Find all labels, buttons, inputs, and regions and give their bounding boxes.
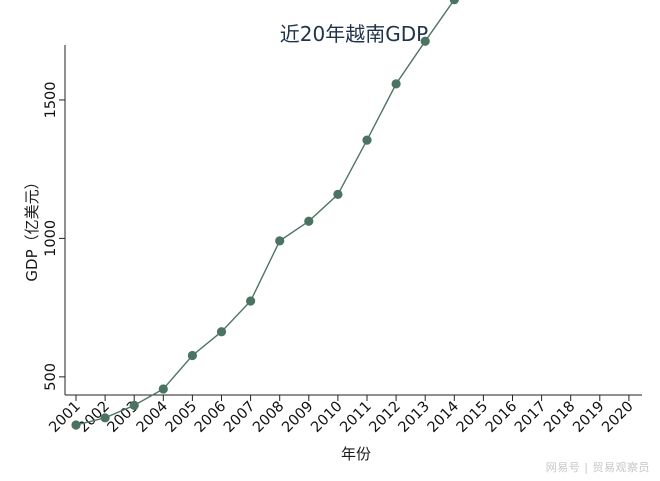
data-point-2013 — [420, 36, 430, 46]
data-point-2010 — [333, 189, 343, 199]
chart-title: 近20年越南GDP — [280, 22, 428, 46]
x-tick-label-2014: 2014 — [425, 399, 462, 436]
plot-area: 5001000150020002500200120022003200420052… — [43, 0, 642, 436]
gdp-series-line — [75, 0, 456, 426]
data-point-2002 — [100, 413, 110, 423]
x-tick-label-2013: 2013 — [396, 399, 433, 436]
y-tick-label-1500: 1500 — [43, 81, 59, 118]
x-tick-label-2015: 2015 — [454, 399, 491, 436]
y-tick-label-1000: 1000 — [43, 220, 59, 257]
data-point-2011 — [362, 135, 372, 145]
data-point-2006 — [216, 327, 227, 337]
data-point-2003 — [129, 400, 139, 410]
x-tick-label-2018: 2018 — [541, 399, 578, 436]
x-tick-label-2019: 2019 — [570, 399, 607, 436]
x-tick-label-2005: 2005 — [163, 399, 200, 436]
data-point-2004 — [158, 384, 168, 394]
data-point-2007 — [246, 296, 256, 306]
x-tick-label-2010: 2010 — [308, 399, 345, 436]
x-tick-label-2016: 2016 — [483, 399, 520, 436]
x-tick-label-2004: 2004 — [134, 399, 171, 436]
data-point-2008 — [275, 236, 285, 246]
x-tick-label-2008: 2008 — [250, 399, 287, 436]
data-point-2009 — [304, 216, 314, 226]
x-tick-label-2001: 2001 — [46, 399, 83, 436]
x-tick-label-2012: 2012 — [367, 399, 404, 436]
y-axis-label: GDP（亿美元） — [23, 174, 41, 281]
x-tick-label-2006: 2006 — [192, 399, 229, 436]
watermark: 网易号 | 贸易观察员 — [545, 461, 650, 474]
data-point-2005 — [187, 350, 197, 361]
x-tick-label-2007: 2007 — [221, 399, 258, 436]
x-axis-label: 年份 — [341, 445, 371, 463]
x-tick-label-2009: 2009 — [279, 399, 316, 436]
x-tick-label-2017: 2017 — [512, 399, 549, 436]
y-tick-label-500: 500 — [43, 363, 59, 391]
x-tick-label-2011: 2011 — [337, 399, 374, 436]
data-point-2014 — [449, 0, 459, 5]
data-point-2001 — [71, 420, 81, 430]
data-point-2012 — [391, 79, 401, 89]
x-tick-label-2020: 2020 — [599, 399, 636, 436]
